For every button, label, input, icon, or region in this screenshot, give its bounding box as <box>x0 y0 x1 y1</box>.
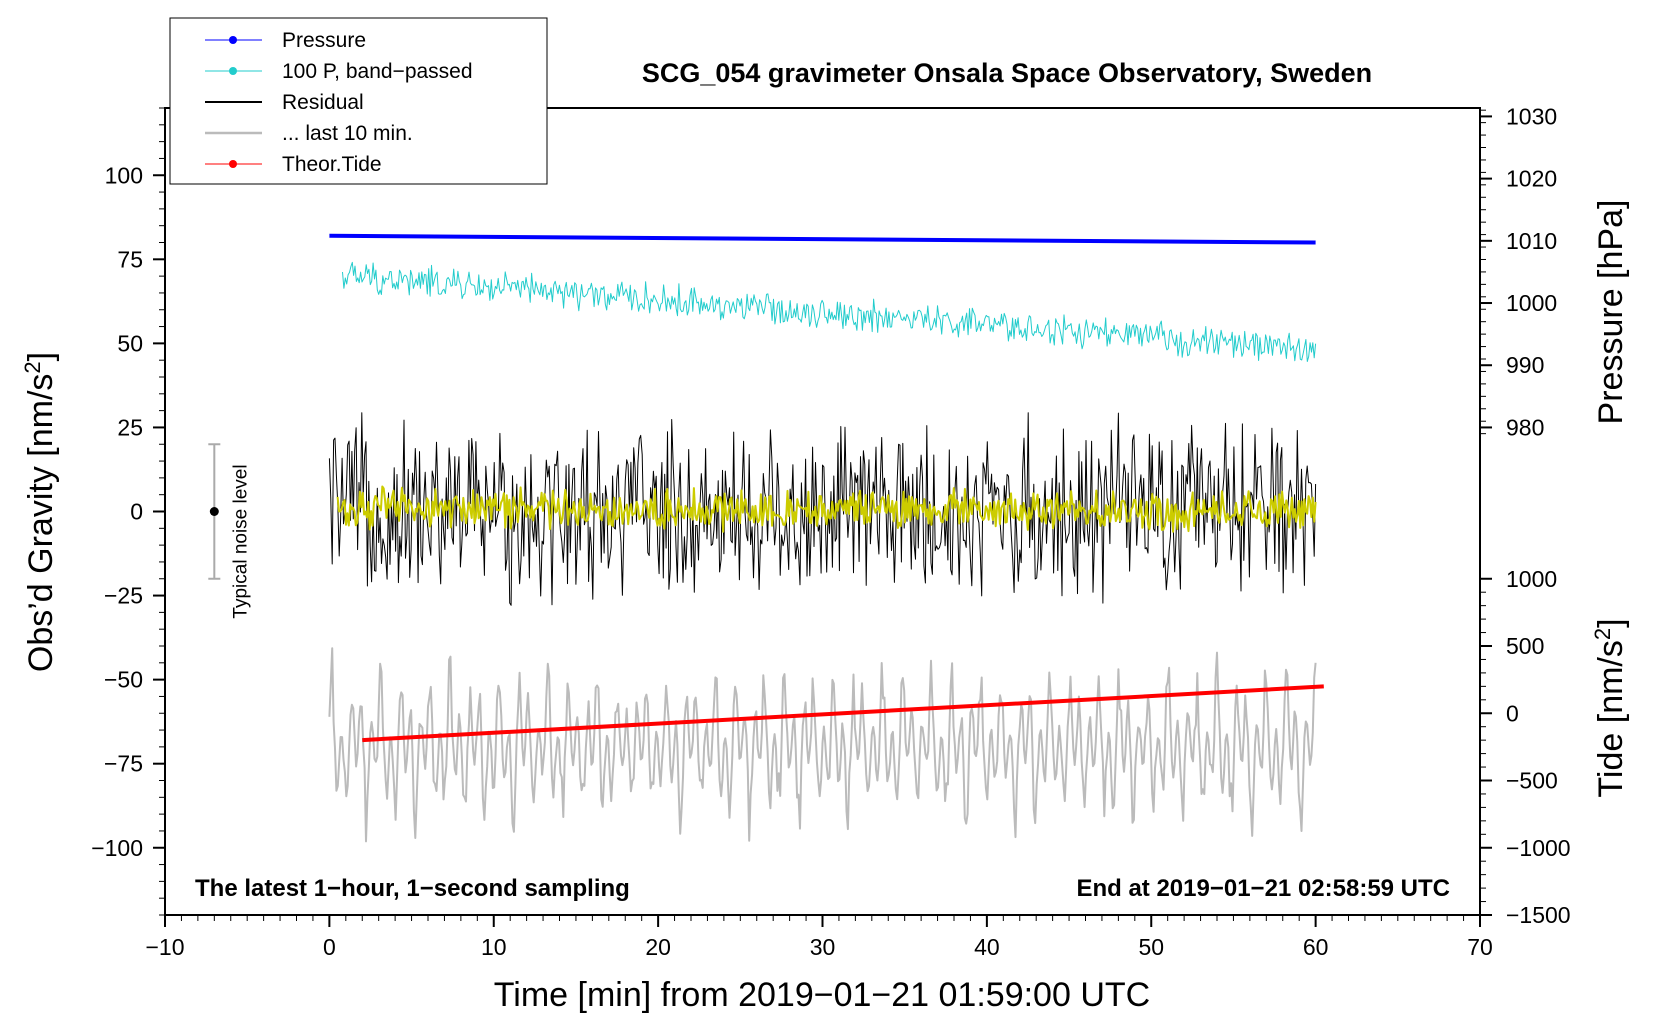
tide-tick-label: −500 <box>1506 768 1558 794</box>
y-tick-label: 0 <box>130 499 143 525</box>
y-tick-label: −75 <box>104 751 143 777</box>
note-sampling: The latest 1−hour, 1−second sampling <box>195 875 630 902</box>
y-tick-label: −100 <box>91 835 143 861</box>
y-axis-title-main-sup: 2 <box>20 361 45 373</box>
y-tick-label: −25 <box>104 583 143 609</box>
axes-layer: −10 0 10 20 30 40 50 60 70−100−75−50−25025507510… <box>91 103 1570 960</box>
pressure-tick-label: 1000 <box>1506 290 1557 316</box>
series--last-10-min- <box>328 647 1317 843</box>
chart-title: SCG_054 gravimeter Onsala Space Observat… <box>642 58 1372 88</box>
series-pressure <box>329 233 1316 245</box>
legend-label: 100 P, band−passed <box>282 60 473 83</box>
series-band-passed-residual <box>336 485 1317 533</box>
series-100-p-band-passed <box>342 261 1317 362</box>
legend-label: ... last 10 min. <box>282 122 413 145</box>
y-axis-title-tide-end: ] <box>1592 618 1630 627</box>
y-tick-label: 50 <box>117 330 143 356</box>
tide-tick-label: −1500 <box>1506 902 1571 928</box>
x-tick-label: 20 <box>645 934 671 960</box>
legend-label: Pressure <box>282 29 366 52</box>
series-theor-tide <box>362 684 1324 743</box>
pressure-tick-label: 980 <box>1506 414 1544 440</box>
noise-indicator: Typical noise level <box>208 443 251 619</box>
tide-tick-label: −1000 <box>1506 835 1571 861</box>
x-tick-label: 60 <box>1303 934 1329 960</box>
pressure-tick-label: 990 <box>1506 352 1544 378</box>
y-tick-label: 100 <box>105 162 143 188</box>
noise-center-dot <box>209 507 219 516</box>
x-tick-label: 70 <box>1467 934 1493 960</box>
y-tick-label: 25 <box>117 414 143 440</box>
y-axis-title-pressure: Pressure [hPa] <box>1592 200 1630 425</box>
noise-label: Typical noise level <box>230 464 251 618</box>
x-tick-label: 40 <box>974 934 1000 960</box>
legend-label: Residual <box>282 91 364 114</box>
tide-tick-label: 500 <box>1506 633 1544 659</box>
pressure-tick-label: 1030 <box>1506 103 1557 129</box>
tide-tick-label: 1000 <box>1506 566 1557 592</box>
y-axis-title-main-end: ] <box>22 352 60 361</box>
y-axis-title-main-text: Obs’d Gravity [nm/s <box>22 374 60 673</box>
y-axis-title-tide: Tide [nm/s2] <box>1590 618 1631 797</box>
legend-marker <box>229 160 237 168</box>
legend-marker <box>229 36 237 44</box>
x-tick-label: 0 <box>323 934 336 960</box>
x-tick-label: 50 <box>1138 934 1164 960</box>
series-residual <box>328 412 1317 606</box>
y-tick-label: 75 <box>117 246 143 272</box>
series-layer <box>328 233 1324 843</box>
x-tick-label: 10 <box>481 934 507 960</box>
x-tick-label: 30 <box>810 934 836 960</box>
x-axis-title: Time [min] from 2019−01−21 01:59:00 UTC <box>494 976 1150 1014</box>
y-axis-title-tide-text: Tide [nm/s <box>1592 640 1630 797</box>
pressure-tick-label: 1010 <box>1506 228 1557 254</box>
pressure-tick-label: 1020 <box>1506 166 1557 192</box>
tide-tick-label: 0 <box>1506 700 1519 726</box>
legend-label: Theor.Tide <box>282 153 382 176</box>
y-axis-title-tide-sup: 2 <box>1590 628 1615 640</box>
legend: Pressure 100 P, band−passed Residual ... la… <box>169 17 548 185</box>
y-axis-title-main: Obs’d Gravity [nm/s2] <box>20 352 61 672</box>
x-tick-label: −10 <box>145 934 184 960</box>
legend-marker <box>229 67 237 75</box>
note-end-time: End at 2019−01−21 02:58:59 UTC <box>1076 875 1450 902</box>
y-tick-label: −50 <box>104 667 143 693</box>
